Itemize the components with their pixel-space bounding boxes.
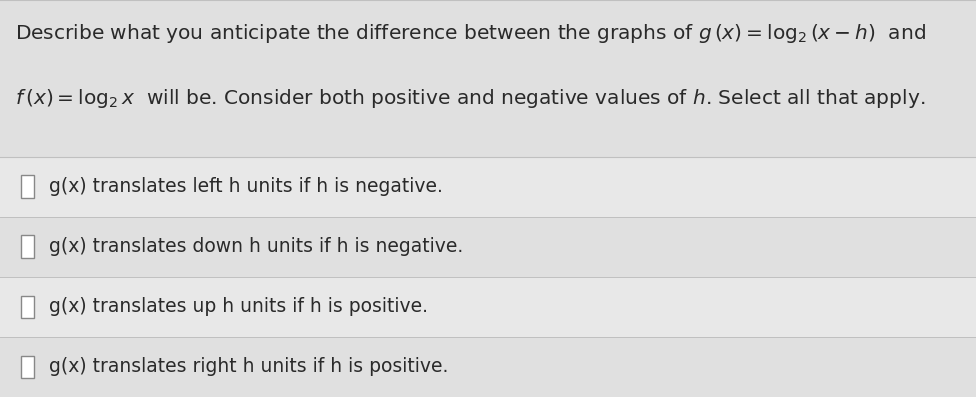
Text: g(x) translates up h units if h is positive.: g(x) translates up h units if h is posit… (49, 297, 427, 316)
FancyBboxPatch shape (21, 356, 34, 378)
Text: g(x) translates left h units if h is negative.: g(x) translates left h units if h is neg… (49, 177, 442, 197)
FancyBboxPatch shape (21, 235, 34, 258)
FancyBboxPatch shape (21, 295, 34, 318)
Bar (0, 217, 976, 277)
Text: Describe what you anticipate the difference between the graphs of $g\,(x) = \log: Describe what you anticipate the differe… (15, 22, 925, 45)
Text: $f\,(x) = \log_2 x$  will be. Consider both positive and negative values of $h$.: $f\,(x) = \log_2 x$ will be. Consider bo… (15, 87, 925, 110)
Text: g(x) translates down h units if h is negative.: g(x) translates down h units if h is neg… (49, 237, 463, 256)
Text: g(x) translates right h units if h is positive.: g(x) translates right h units if h is po… (49, 357, 448, 376)
Bar (0, 337, 976, 397)
FancyBboxPatch shape (21, 175, 34, 198)
Bar (0, 157, 976, 217)
Bar (0, 277, 976, 337)
Bar (0, 0, 976, 157)
